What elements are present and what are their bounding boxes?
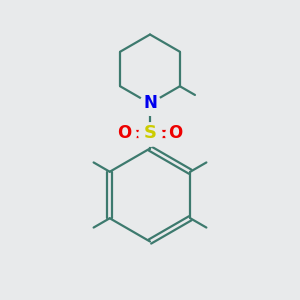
Text: O: O [117, 124, 132, 142]
Text: N: N [143, 94, 157, 112]
Text: O: O [168, 124, 183, 142]
Text: S: S [143, 124, 157, 142]
